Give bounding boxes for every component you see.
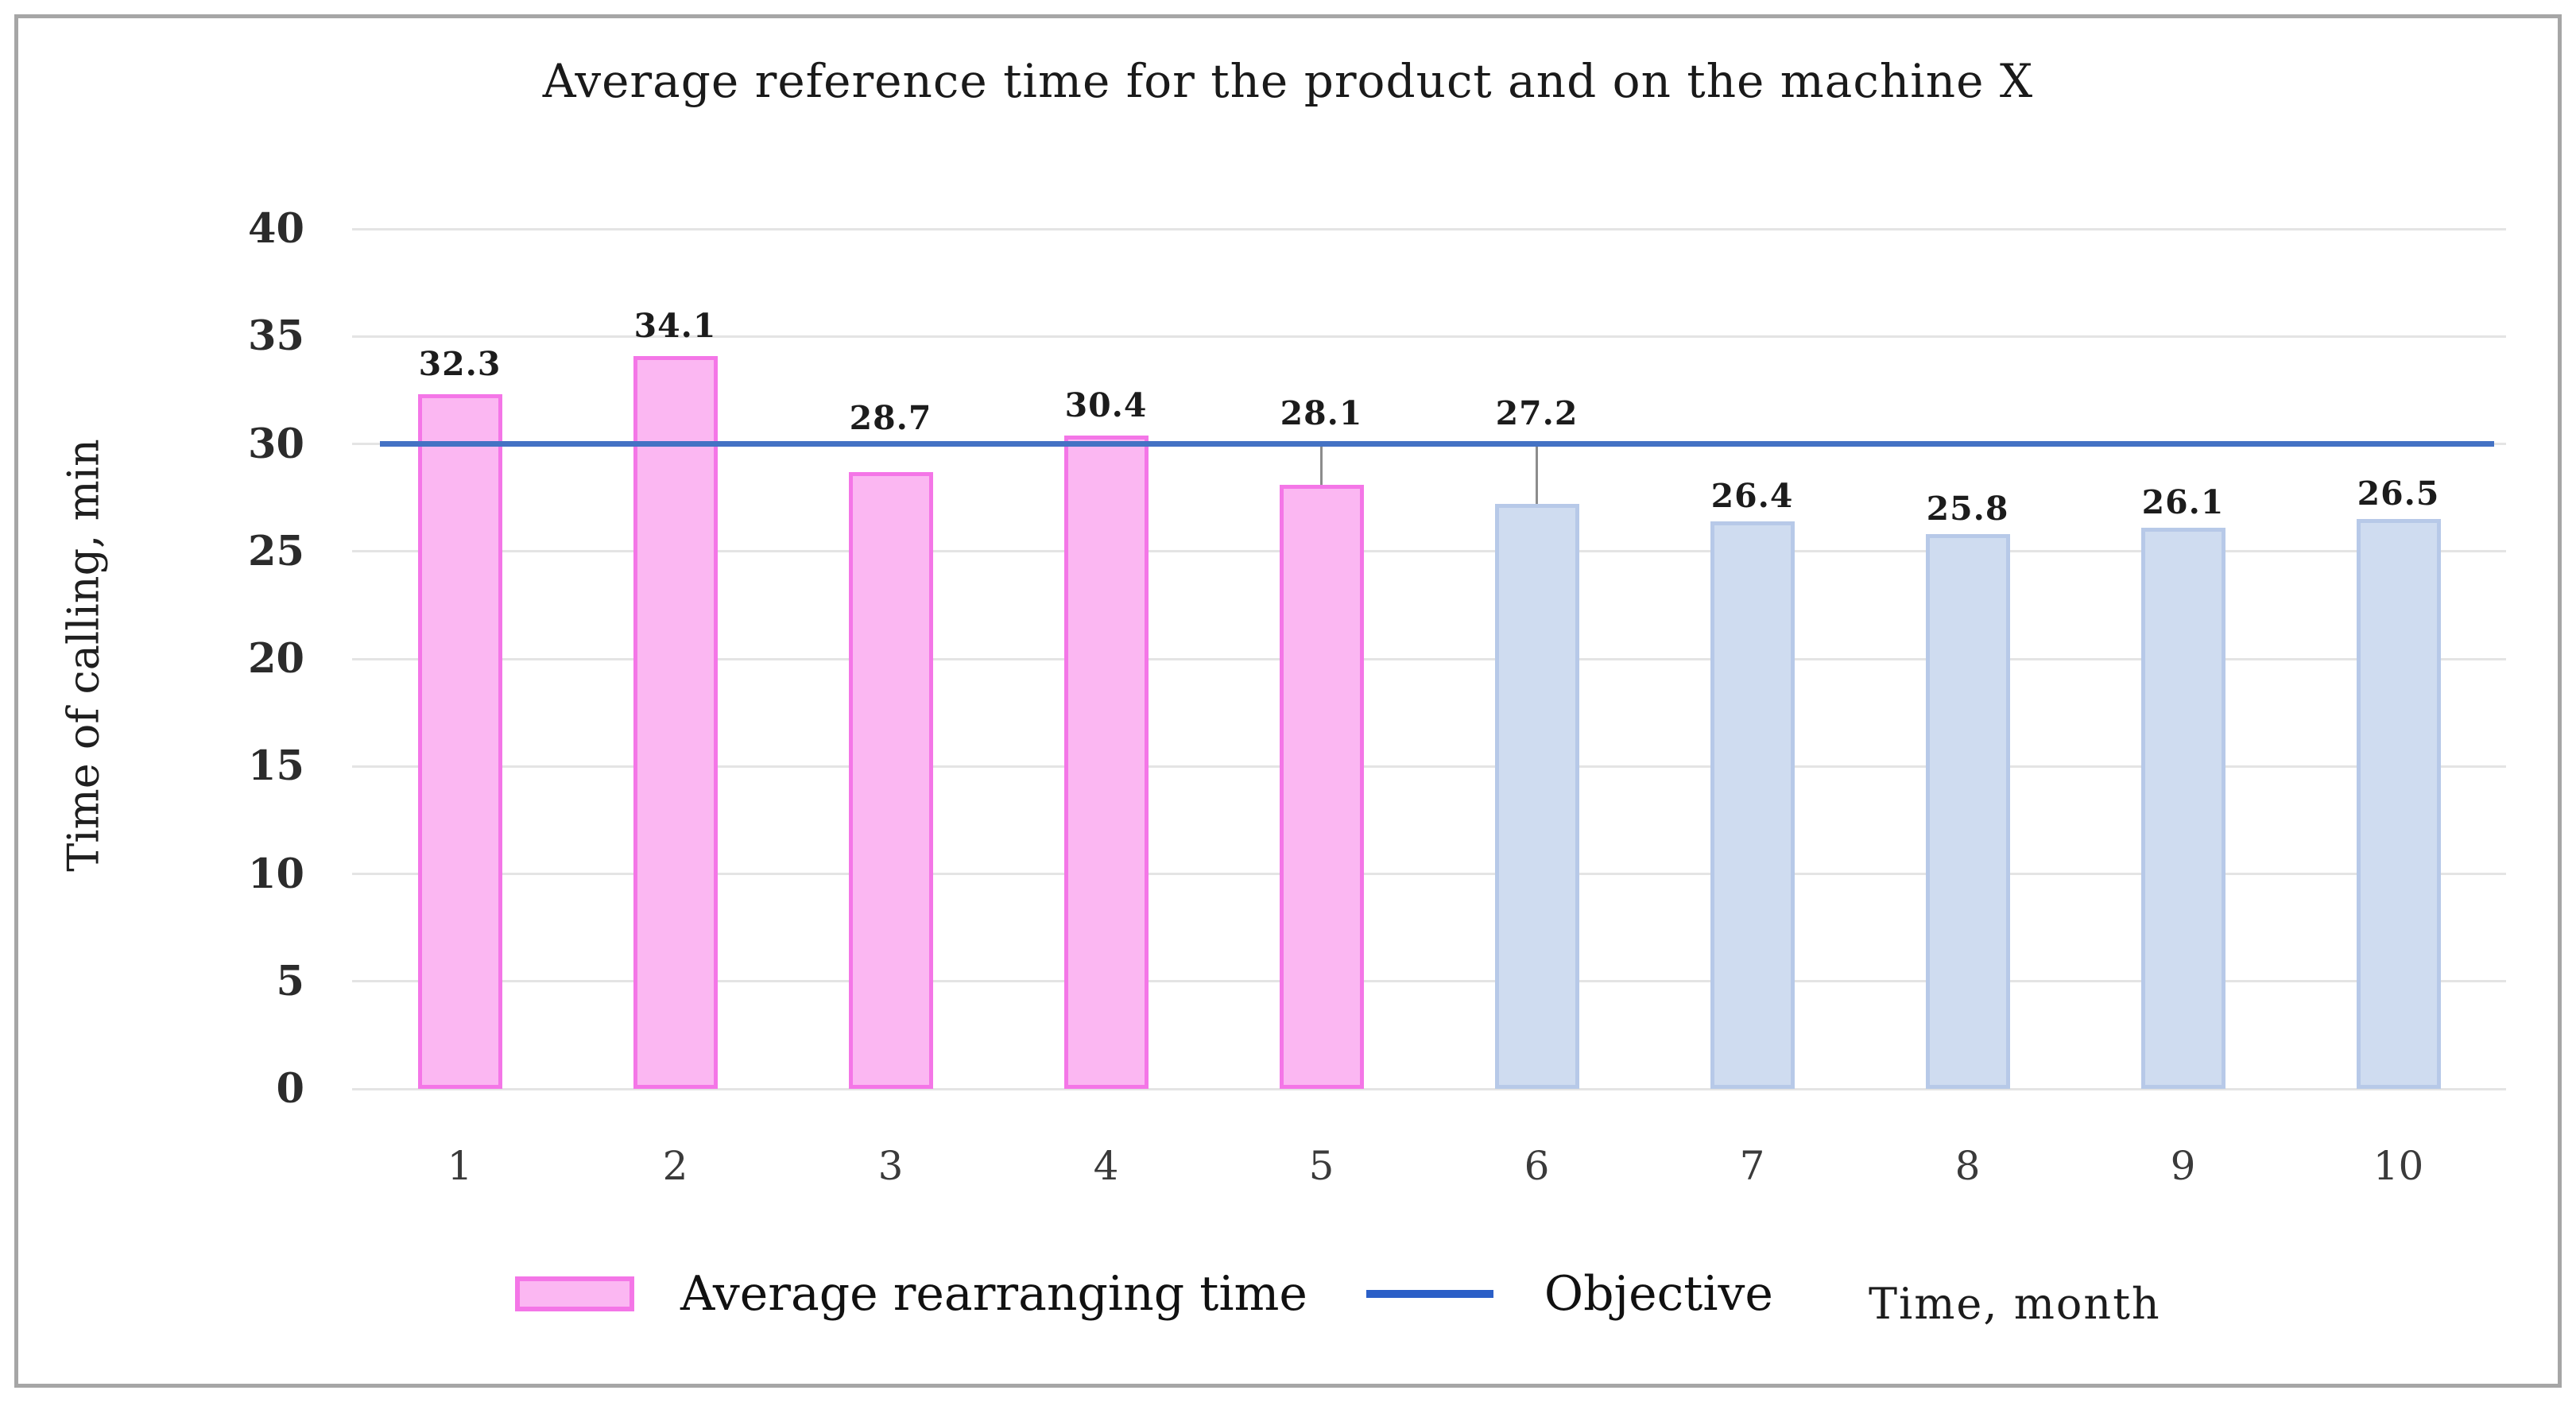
bar-month-8[interactable] xyxy=(1925,534,2010,1089)
bar-value-label: 30.4 xyxy=(1064,385,1148,424)
bar-value-label: 28.1 xyxy=(1280,393,1363,432)
y-tick-label: 5 xyxy=(276,957,305,1005)
bar-value-label: 26.4 xyxy=(1710,476,1794,515)
bar-month-9[interactable] xyxy=(2140,528,2225,1089)
objective-line xyxy=(380,441,2494,447)
legend-bar-swatch xyxy=(515,1276,634,1311)
legend-objective-label: Objective xyxy=(1544,1265,1773,1322)
x-tick-label: 7 xyxy=(1739,1143,1765,1189)
plot-area: 32.3 34.1 28.7 30.4 28.1 27.2 26.4 25.8 26.1 26.5 xyxy=(352,227,2506,1090)
legend-line-swatch xyxy=(1365,1289,1493,1298)
x-tick-label: 2 xyxy=(662,1143,688,1189)
gridline xyxy=(352,227,2506,230)
gridline xyxy=(352,657,2506,660)
gridline xyxy=(352,873,2506,875)
y-tick-label: 40 xyxy=(248,205,304,253)
bar-value-label: 26.1 xyxy=(2141,483,2225,521)
bar-month-2[interactable] xyxy=(633,355,718,1089)
x-tick-label: 9 xyxy=(2170,1143,2196,1189)
bar-month-10[interactable] xyxy=(2356,519,2441,1089)
bar-month-3[interactable] xyxy=(848,471,933,1089)
bar-month-5[interactable] xyxy=(1279,484,1364,1089)
y-tick-label: 35 xyxy=(248,312,304,361)
bar-value-label: 26.5 xyxy=(2357,474,2440,513)
bar-value-label: 28.7 xyxy=(849,398,932,437)
y-tick-label: 25 xyxy=(248,527,304,575)
y-tick-label: 0 xyxy=(276,1065,305,1113)
x-tick-label: 6 xyxy=(1524,1143,1550,1189)
label-leader-line xyxy=(1320,441,1323,485)
x-tick-label: 4 xyxy=(1093,1143,1119,1189)
legend-series-label: Average rearranging time xyxy=(680,1265,1307,1322)
y-tick-label: 10 xyxy=(248,850,304,898)
gridline xyxy=(352,1087,2506,1090)
bar-value-label: 27.2 xyxy=(1495,394,1579,433)
bar-month-7[interactable] xyxy=(1710,521,1795,1089)
bar-value-label: 25.8 xyxy=(1926,490,2009,529)
chart-title: Average reference time for the product a… xyxy=(542,54,2034,108)
label-leader-line xyxy=(1536,442,1538,505)
x-tick-label: 1 xyxy=(447,1143,473,1189)
bar-month-4[interactable] xyxy=(1063,435,1149,1089)
legend: Average rearranging time Objective Time,… xyxy=(515,1258,2161,1329)
x-tick-label: 10 xyxy=(2373,1143,2424,1189)
chart-frame: Average reference time for the product a… xyxy=(14,14,2562,1388)
y-tick-label: 15 xyxy=(248,742,304,791)
gridline xyxy=(352,980,2506,983)
x-axis-title: Time, month xyxy=(1868,1279,2161,1329)
bar-value-label: 34.1 xyxy=(633,306,717,345)
gridline xyxy=(352,335,2506,338)
x-tick-label: 8 xyxy=(1954,1143,1981,1189)
x-tick-label: 5 xyxy=(1308,1143,1334,1189)
y-tick-label: 20 xyxy=(248,635,304,683)
bar-month-6[interactable] xyxy=(1494,504,1579,1089)
gridline xyxy=(352,550,2506,553)
bar-month-1[interactable] xyxy=(417,394,502,1089)
y-tick-label: 30 xyxy=(248,420,304,468)
bar-value-label: 32.3 xyxy=(418,345,502,384)
x-tick-label: 3 xyxy=(877,1143,904,1189)
gridline xyxy=(352,765,2506,768)
